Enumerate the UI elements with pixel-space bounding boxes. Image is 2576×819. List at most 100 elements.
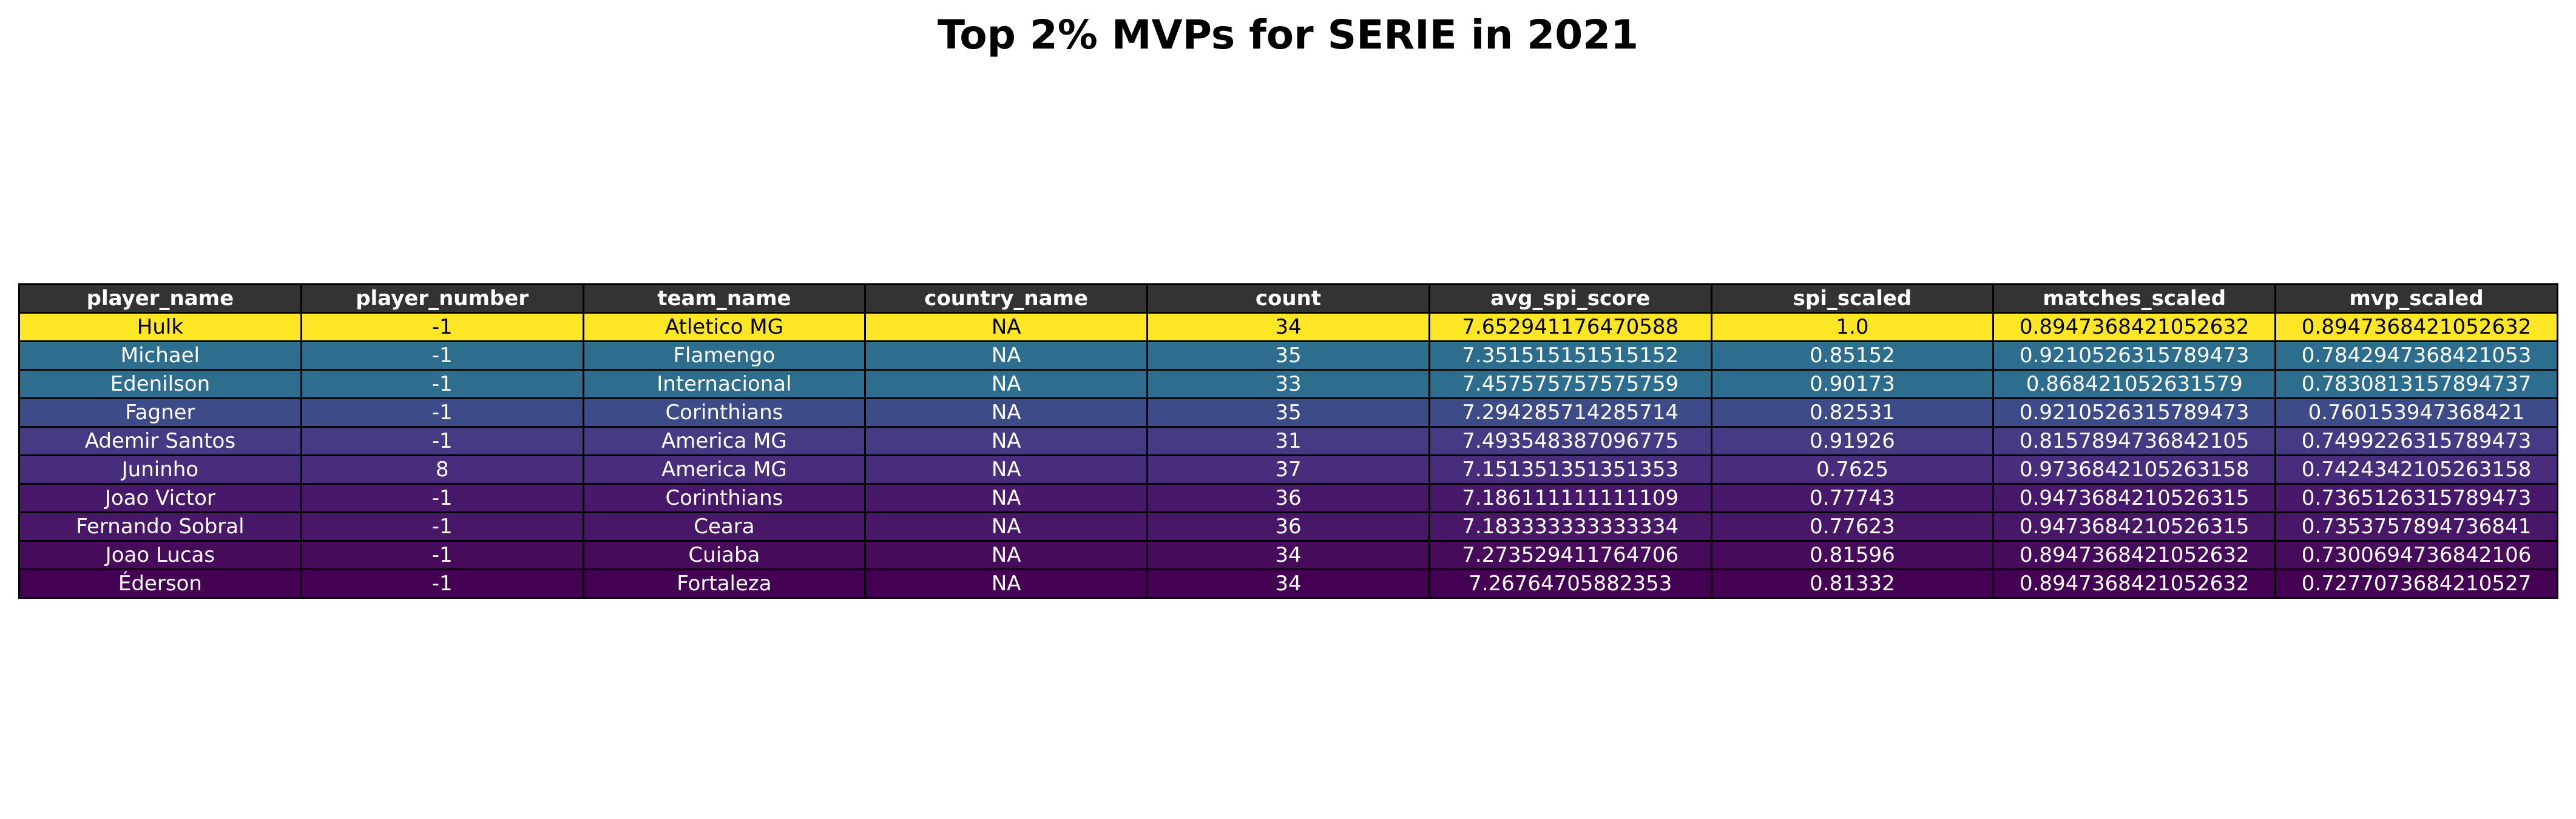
table-cell-player-name: Hulk — [18, 312, 302, 342]
table-cell-avg-spi-score: 7.273529411764706 — [1428, 540, 1712, 570]
table-row: Éderson -1 Fortaleza NA 34 7.26764705882353 0.… — [18, 568, 2558, 599]
table-cell-matches-scaled: 0.8157894736842105 — [1992, 426, 2277, 456]
table-cell-count: 36 — [1146, 511, 1430, 542]
table-cell-count: 34 — [1146, 568, 1430, 599]
table-cell-mvp-scaled: 0.7365126315789473 — [2274, 483, 2558, 513]
column-header-avg-spi-score: avg_spi_score — [1428, 283, 1712, 314]
table-cell-matches-scaled: 0.8947368421052632 — [1992, 312, 2277, 342]
table-cell-team-name: Cuiaba — [582, 540, 867, 570]
table-cell-mvp-scaled: 0.760153947368421 — [2274, 397, 2558, 428]
table-cell-avg-spi-score: 7.183333333333334 — [1428, 511, 1712, 542]
table-cell-matches-scaled: 0.8947368421052632 — [1992, 540, 2277, 570]
table-cell-count: 34 — [1146, 540, 1430, 570]
table-cell-count: 33 — [1146, 369, 1430, 399]
table-cell-avg-spi-score: 7.186111111111109 — [1428, 483, 1712, 513]
table-row: Michael -1 Flamengo NA 35 7.351515151515152 0.… — [18, 340, 2558, 371]
table-cell-player-name: Michael — [18, 340, 302, 371]
mvp-table: player_name player_number team_name country… — [18, 283, 2558, 599]
table-cell-mvp-scaled: 0.7424342105263158 — [2274, 454, 2558, 485]
table-cell-mvp-scaled: 0.7353757894736841 — [2274, 511, 2558, 542]
table-row: Hulk -1 Atletico MG NA 34 7.652941176470588 1.… — [18, 312, 2558, 342]
table-cell-mvp-scaled: 0.7300694736842106 — [2274, 540, 2558, 570]
table-cell-player-number: -1 — [300, 540, 584, 570]
table-cell-player-name: Fagner — [18, 397, 302, 428]
table-cell-country-name: NA — [864, 511, 1149, 542]
table-cell-avg-spi-score: 7.493548387096775 — [1428, 426, 1712, 456]
table-cell-country-name: NA — [864, 312, 1149, 342]
table-cell-player-name: Ademir Santos — [18, 426, 302, 456]
table-cell-player-number: -1 — [300, 397, 584, 428]
table-cell-matches-scaled: 0.9736842105263158 — [1992, 454, 2277, 485]
table-header-row: player_name player_number team_name country… — [18, 283, 2558, 314]
table-row: Edenilson -1 Internacional NA 33 7.4575757575… — [18, 369, 2558, 399]
table-cell-avg-spi-score: 7.294285714285714 — [1428, 397, 1712, 428]
table-cell-player-number: -1 — [300, 426, 584, 456]
table-cell-mvp-scaled: 0.7830813157894737 — [2274, 369, 2558, 399]
table-cell-spi-scaled: 0.77743 — [1710, 483, 1995, 513]
table-cell-player-number: -1 — [300, 483, 584, 513]
table-cell-matches-scaled: 0.9210526315789473 — [1992, 397, 2277, 428]
table-cell-team-name: Ceara — [582, 511, 867, 542]
mvp-table-container: player_name player_number team_name country… — [18, 283, 2558, 599]
column-header-country-name: country_name — [864, 283, 1149, 314]
column-header-spi-scaled: spi_scaled — [1710, 283, 1995, 314]
table-cell-avg-spi-score: 7.652941176470588 — [1428, 312, 1712, 342]
table-cell-avg-spi-score: 7.26764705882353 — [1428, 568, 1712, 599]
table-cell-count: 35 — [1146, 340, 1430, 371]
table-cell-player-number: -1 — [300, 312, 584, 342]
table-row: Fernando Sobral -1 Ceara NA 36 7.183333333333… — [18, 511, 2558, 542]
column-header-player-name: player_name — [18, 283, 302, 314]
table-cell-mvp-scaled: 0.7499226315789473 — [2274, 426, 2558, 456]
table-cell-player-name: Juninho — [18, 454, 302, 485]
table-cell-spi-scaled: 0.81332 — [1710, 568, 1995, 599]
table-cell-avg-spi-score: 7.351515151515152 — [1428, 340, 1712, 371]
table-cell-team-name: America MG — [582, 426, 867, 456]
table-cell-country-name: NA — [864, 426, 1149, 456]
table-cell-spi-scaled: 0.77623 — [1710, 511, 1995, 542]
table-cell-player-number: -1 — [300, 511, 584, 542]
table-cell-avg-spi-score: 7.457575757575759 — [1428, 369, 1712, 399]
table-cell-country-name: NA — [864, 454, 1149, 485]
column-header-matches-scaled: matches_scaled — [1992, 283, 2277, 314]
table-cell-count: 31 — [1146, 426, 1430, 456]
table-cell-player-name: Éderson — [18, 568, 302, 599]
table-cell-count: 37 — [1146, 454, 1430, 485]
table-row: Joao Victor -1 Corinthians NA 36 7.1861111111… — [18, 483, 2558, 513]
table-row: Fagner -1 Corinthians NA 35 7.294285714285714… — [18, 397, 2558, 428]
table-cell-spi-scaled: 0.91926 — [1710, 426, 1995, 456]
table-cell-player-name: Edenilson — [18, 369, 302, 399]
table-cell-player-number: -1 — [300, 568, 584, 599]
table-cell-spi-scaled: 0.81596 — [1710, 540, 1995, 570]
table-body: Hulk -1 Atletico MG NA 34 7.652941176470588 1.… — [18, 312, 2558, 599]
table-cell-spi-scaled: 1.0 — [1710, 312, 1995, 342]
table-cell-team-name: Corinthians — [582, 483, 867, 513]
table-cell-count: 36 — [1146, 483, 1430, 513]
table-cell-country-name: NA — [864, 397, 1149, 428]
table-cell-country-name: NA — [864, 483, 1149, 513]
table-row: Joao Lucas -1 Cuiaba NA 34 7.273529411764706 0… — [18, 540, 2558, 570]
table-cell-player-name: Fernando Sobral — [18, 511, 302, 542]
table-cell-matches-scaled: 0.9473684210526315 — [1992, 511, 2277, 542]
table-cell-country-name: NA — [864, 369, 1149, 399]
table-cell-team-name: Corinthians — [582, 397, 867, 428]
table-cell-mvp-scaled: 0.8947368421052632 — [2274, 312, 2558, 342]
column-header-team-name: team_name — [582, 283, 867, 314]
column-header-mvp-scaled: mvp_scaled — [2274, 283, 2558, 314]
table-cell-spi-scaled: 0.85152 — [1710, 340, 1995, 371]
table-cell-player-name: Joao Lucas — [18, 540, 302, 570]
table-cell-spi-scaled: 0.90173 — [1710, 369, 1995, 399]
table-cell-matches-scaled: 0.9473684210526315 — [1992, 483, 2277, 513]
table-cell-matches-scaled: 0.8947368421052632 — [1992, 568, 2277, 599]
chart-title: Top 2% MVPs for SERIE in 2021 — [938, 12, 1638, 58]
table-cell-matches-scaled: 0.9210526315789473 — [1992, 340, 2277, 371]
table-cell-matches-scaled: 0.868421052631579 — [1992, 369, 2277, 399]
table-cell-avg-spi-score: 7.151351351351353 — [1428, 454, 1712, 485]
table-cell-spi-scaled: 0.82531 — [1710, 397, 1995, 428]
table-cell-spi-scaled: 0.7625 — [1710, 454, 1995, 485]
table-cell-count: 34 — [1146, 312, 1430, 342]
table-row: Juninho 8 America MG NA 37 7.151351351351353 0… — [18, 454, 2558, 485]
column-header-player-number: player_number — [300, 283, 584, 314]
table-cell-player-number: 8 — [300, 454, 584, 485]
table-cell-mvp-scaled: 0.7277073684210527 — [2274, 568, 2558, 599]
table-cell-country-name: NA — [864, 340, 1149, 371]
